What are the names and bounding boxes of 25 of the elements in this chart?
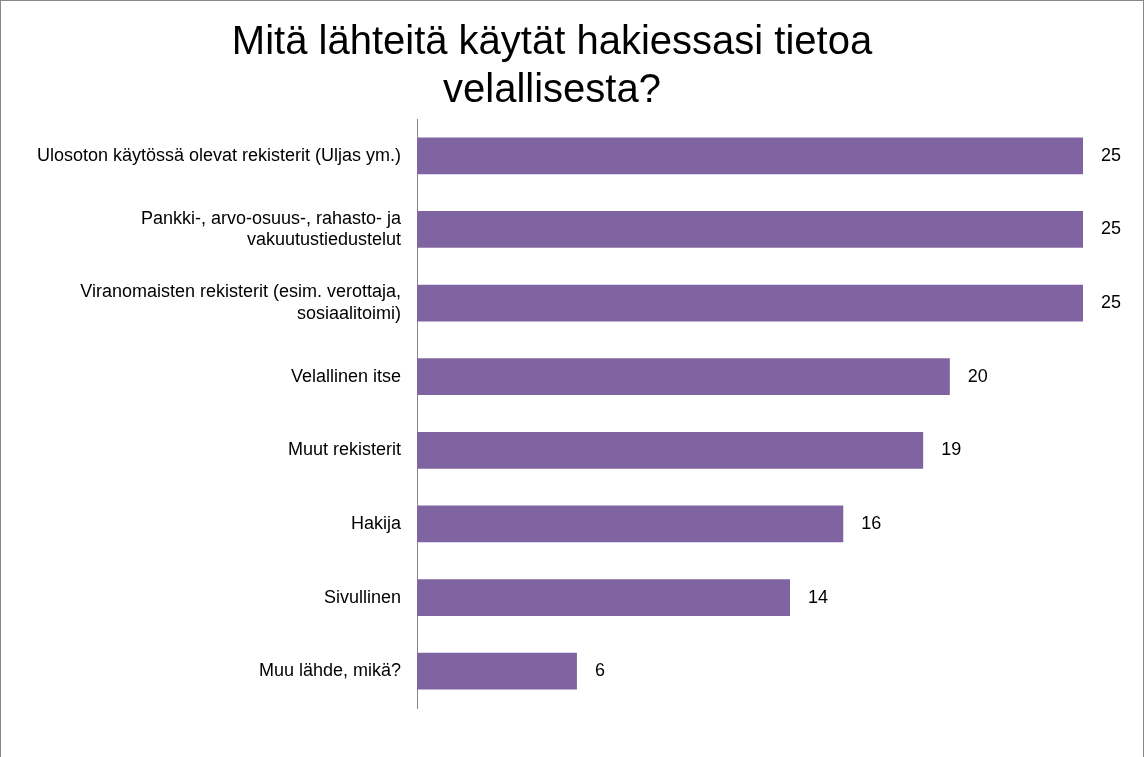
y-tick-label: Muu lähde, mikä? [259, 660, 402, 681]
y-tick-label: Pankki-, arvo-osuus-, rahasto- ja vakuutustiedustelut [141, 207, 403, 250]
data-label: 19 [941, 439, 962, 460]
data-label: 20 [967, 365, 988, 386]
bar [417, 358, 950, 396]
bar [417, 652, 577, 690]
data-label: 16 [861, 512, 882, 533]
data-label: 14 [808, 586, 829, 607]
bar [417, 137, 1083, 175]
bar [417, 505, 844, 543]
bar [417, 579, 791, 616]
data-label: 6 [594, 660, 605, 681]
data-label: 25 [1101, 292, 1122, 313]
chart-title: Mitä lähteitä käytät hakiessasi tietoa velallisesta? [231, 18, 873, 111]
y-tick-label: Velallinen itse [291, 365, 402, 386]
data-label: 25 [1101, 218, 1122, 239]
data-label: 25 [1101, 144, 1122, 165]
y-tick-label: Sivullinen [324, 586, 402, 607]
y-tick-label: Muut rekisterit [288, 439, 402, 460]
y-tick-label: Viranomaisten rekisterit (esim. verottaja, sosiaalitoimi) [80, 281, 402, 323]
bar [417, 211, 1083, 248]
y-tick-label: Hakija [351, 512, 403, 533]
y-tick-label: Ulosoton käytössä olevat rekisterit (Uljas ym.) [36, 144, 402, 165]
bar [417, 284, 1083, 322]
bar [417, 431, 924, 469]
